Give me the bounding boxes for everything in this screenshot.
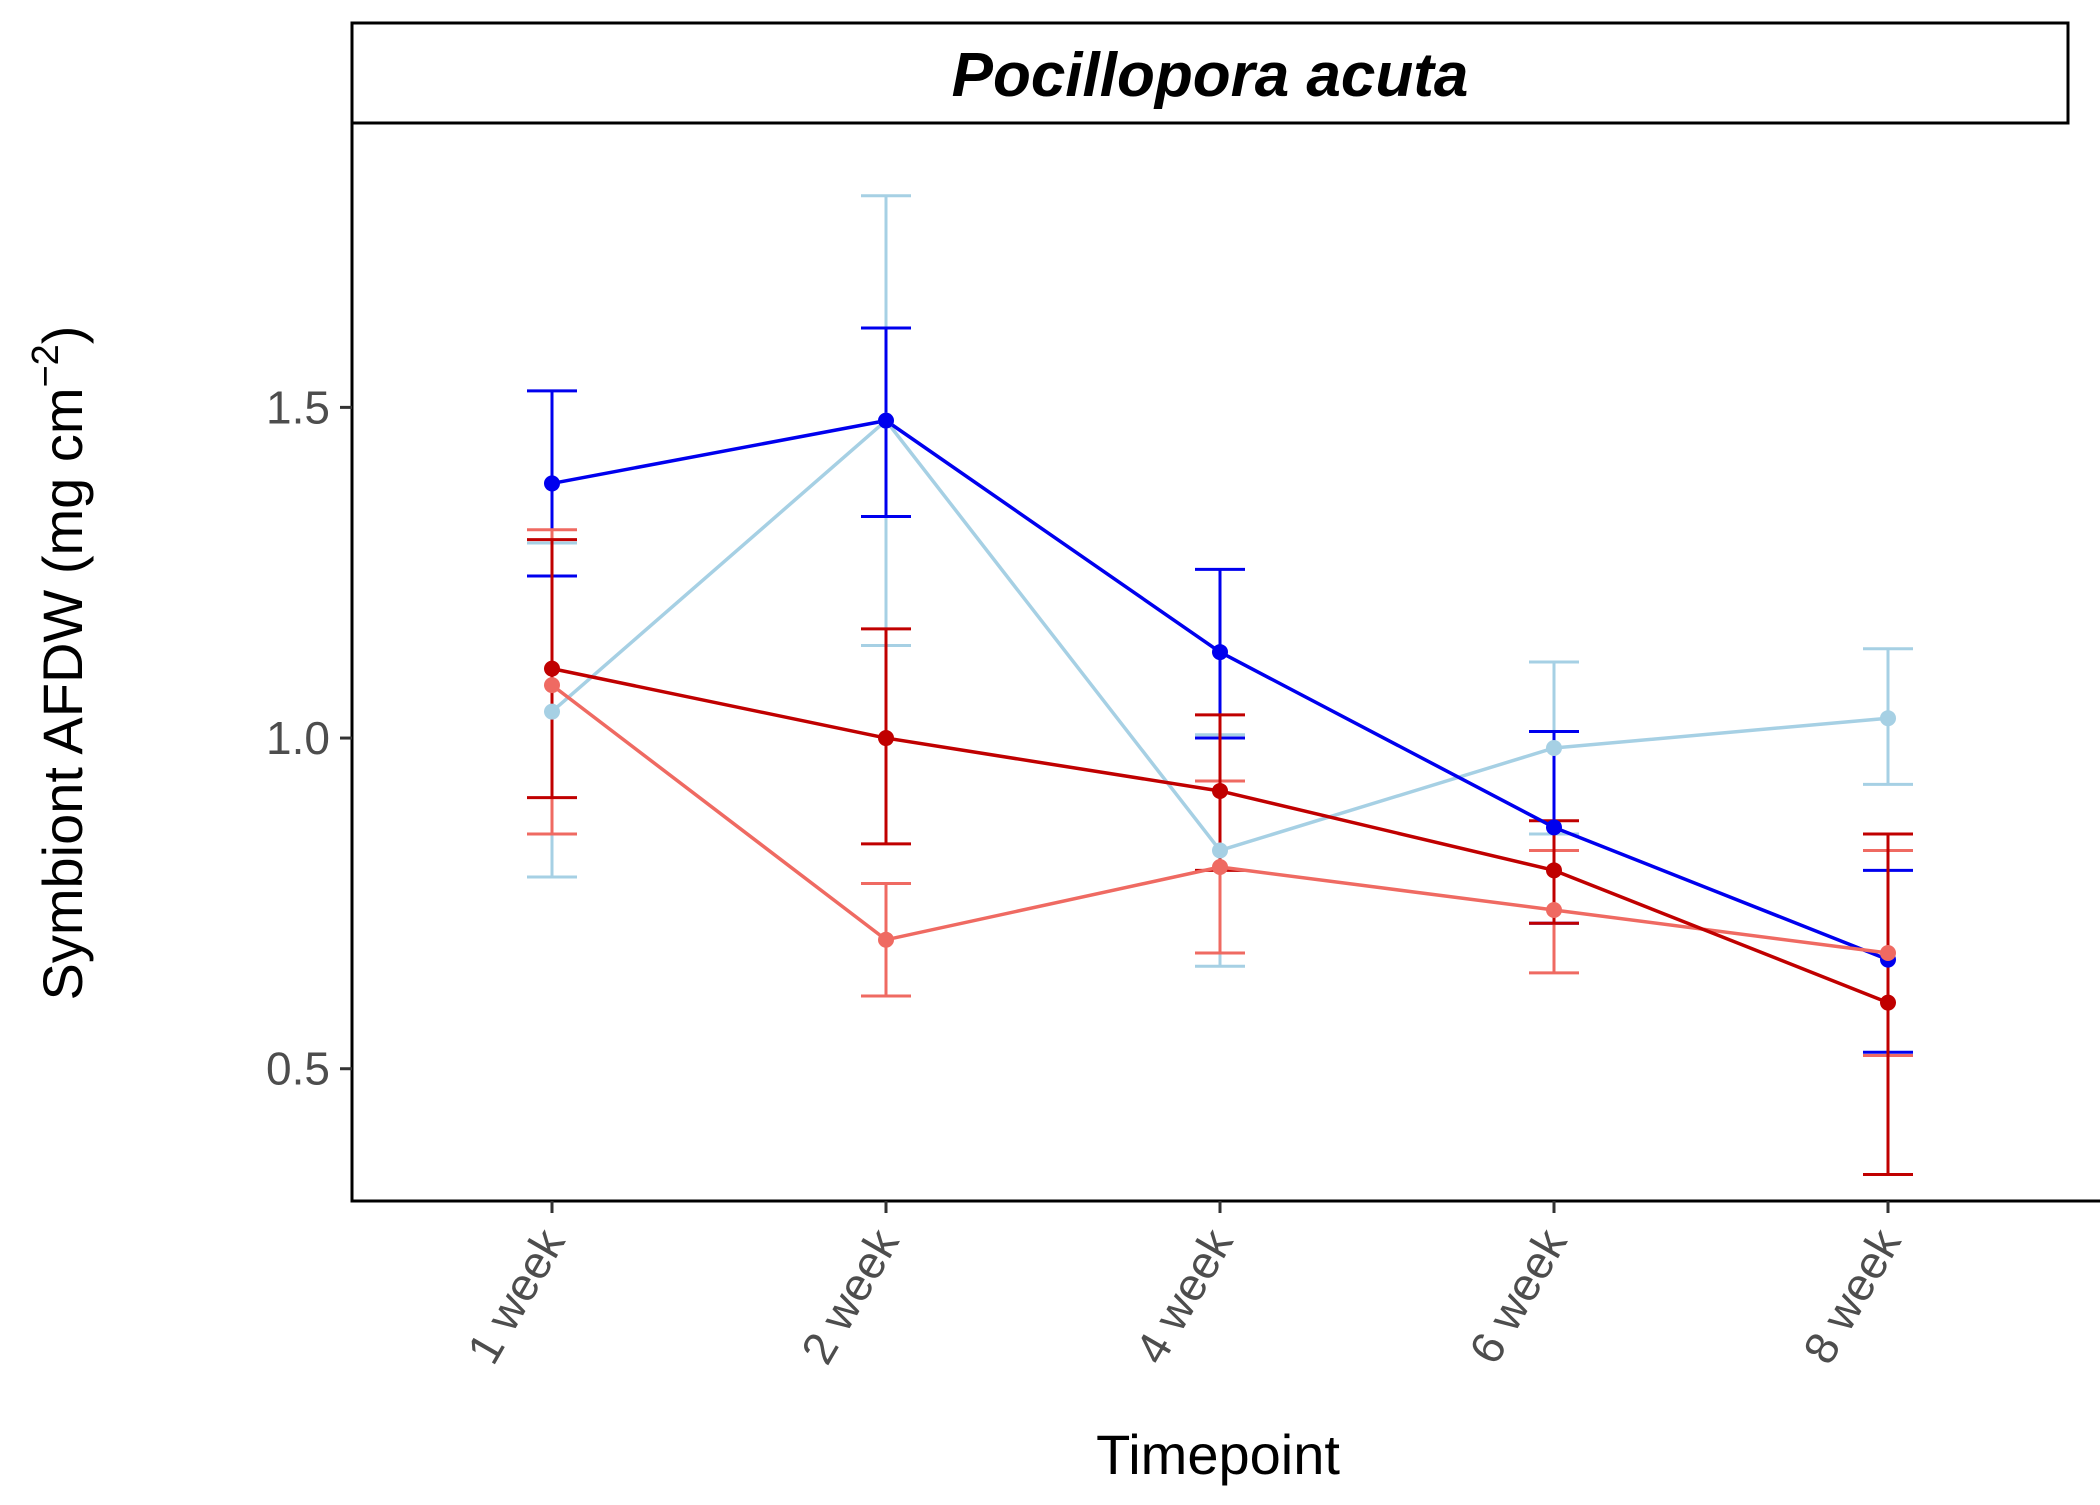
data-point bbox=[544, 677, 560, 693]
error-bars bbox=[527, 196, 1913, 1175]
y-axis-title-exponent: −2 bbox=[25, 344, 67, 387]
ticks: 0.5 1.0 1.5 1 week 2 week 4 week 6 week 8 week bbox=[266, 381, 1911, 1372]
data-point bbox=[1212, 859, 1228, 875]
x-tick-label: 4 week bbox=[1125, 1219, 1243, 1372]
data-point bbox=[1546, 862, 1562, 878]
data-point bbox=[1212, 783, 1228, 799]
data-point bbox=[544, 475, 560, 491]
y-axis-title-main: Symbiont AFDW (mg cm bbox=[31, 388, 94, 1001]
y-tick-label: 1.0 bbox=[266, 712, 330, 764]
x-tick-label: 6 week bbox=[1459, 1219, 1577, 1372]
panel-title: Pocillopora acuta bbox=[952, 41, 1469, 110]
data-point bbox=[1546, 740, 1562, 756]
y-tick-label: 1.5 bbox=[266, 381, 330, 433]
data-point bbox=[878, 932, 894, 948]
data-point bbox=[544, 704, 560, 720]
y-tick-label: 0.5 bbox=[266, 1043, 330, 1095]
y-axis-title-close: ) bbox=[31, 326, 94, 345]
data-point bbox=[1546, 819, 1562, 835]
data-point bbox=[1880, 710, 1896, 726]
data-point bbox=[878, 730, 894, 746]
data-point bbox=[1212, 842, 1228, 858]
data-point bbox=[544, 661, 560, 677]
x-axis-title: Timepoint bbox=[1096, 1423, 1340, 1486]
data-point bbox=[1212, 644, 1228, 660]
axes bbox=[351, 123, 2100, 1201]
x-tick-label: 8 week bbox=[1793, 1219, 1911, 1372]
x-tick-label: 1 week bbox=[457, 1219, 575, 1372]
data-point bbox=[878, 413, 894, 429]
data-point bbox=[1546, 902, 1562, 918]
data-point bbox=[1880, 995, 1896, 1011]
x-tick-label: 2 week bbox=[791, 1219, 909, 1372]
data-point bbox=[1880, 945, 1896, 961]
y-axis-title: Symbiont AFDW (mg cm−2) bbox=[25, 326, 94, 1001]
